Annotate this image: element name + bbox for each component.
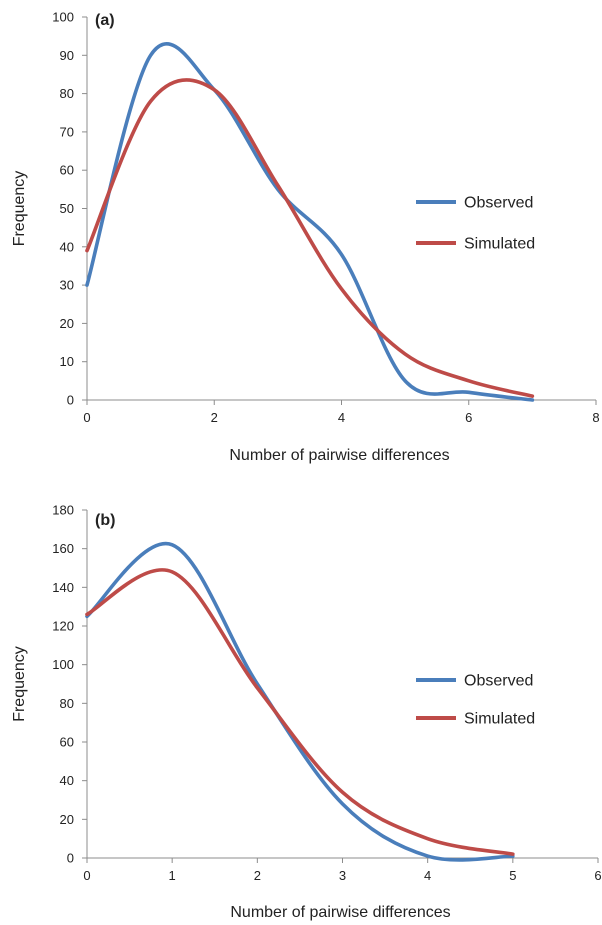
legend-label: Observed xyxy=(464,195,533,212)
y-tick-label: 80 xyxy=(60,696,74,711)
legend-label: Observed xyxy=(464,673,533,690)
y-tick-label: 40 xyxy=(60,239,74,254)
chart-panel-a: 0 10 20 30 40 50 60 70 80 90 100 0 2 4 6 8 Frequency Numb… xyxy=(11,10,600,465)
y-tick-label: 100 xyxy=(52,10,74,25)
y-tick-label: 160 xyxy=(52,541,74,556)
x-tick-label: 0 xyxy=(83,868,90,883)
legend-label: Simulated xyxy=(464,236,535,253)
y-tick-label: 70 xyxy=(60,124,74,139)
series-line-simulated xyxy=(85,568,515,856)
y-tick-label: 0 xyxy=(67,851,74,866)
y-tick-label: 0 xyxy=(67,393,74,408)
y-tick-label: 90 xyxy=(60,48,74,63)
y-tick-label: 40 xyxy=(60,773,74,788)
x-tick-label: 5 xyxy=(509,868,516,883)
x-tick-label: 4 xyxy=(338,410,345,425)
panel-label: (b) xyxy=(95,512,115,529)
legend-label: Simulated xyxy=(464,711,535,728)
y-tick-label: 10 xyxy=(60,354,74,369)
x-tick-label: 4 xyxy=(424,868,431,883)
x-tick-label: 2 xyxy=(211,410,218,425)
y-tick-label: 20 xyxy=(60,812,74,827)
chart-panel-b: 0 20 40 60 80 100 120 140 160 180 0 1 2 3 4 5 6 Frequency… xyxy=(11,503,602,922)
x-tick-label: 6 xyxy=(465,410,472,425)
x-tick-label: 6 xyxy=(594,868,601,883)
y-tick-label: 120 xyxy=(52,619,74,634)
panel-label: (a) xyxy=(95,12,115,29)
y-tick-label: 20 xyxy=(60,316,74,331)
y-tick-label: 60 xyxy=(60,735,74,750)
y-tick-label: 80 xyxy=(60,86,74,101)
y-tick-label: 140 xyxy=(52,580,74,595)
x-tick-label: 0 xyxy=(83,410,90,425)
x-tick-label: 2 xyxy=(254,868,261,883)
series-line-observed xyxy=(85,541,515,862)
series-line-simulated xyxy=(85,78,535,398)
x-tick-label: 1 xyxy=(169,868,176,883)
y-tick-label: 60 xyxy=(60,163,74,178)
y-tick-label: 50 xyxy=(60,201,74,216)
x-axis-title: Number of pairwise differences xyxy=(229,447,449,464)
x-tick-label: 3 xyxy=(339,868,346,883)
y-axis-title: Frequency xyxy=(11,646,28,722)
y-axis-title: Frequency xyxy=(11,171,28,247)
x-tick-label: 8 xyxy=(592,410,599,425)
x-axis-title: Number of pairwise differences xyxy=(230,904,450,921)
y-tick-label: 180 xyxy=(52,503,74,518)
y-tick-label: 100 xyxy=(52,657,74,672)
y-tick-label: 30 xyxy=(60,278,74,293)
